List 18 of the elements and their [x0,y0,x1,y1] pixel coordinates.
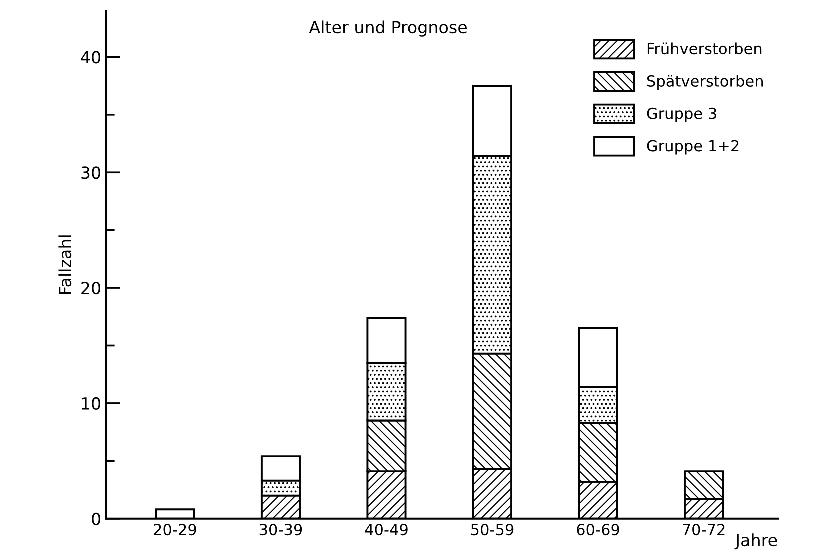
y-tick-label: 40 [81,51,100,64]
x-tick-label: 70-72 [683,524,725,536]
x-axis-title: Jahre [734,534,778,550]
legend-label: Frühverstorben [648,42,762,55]
legend-label: Spätverstorben [647,75,763,90]
x-tick-label: 60-69 [577,524,620,536]
y-tick-label: 0 [92,512,100,526]
y-tick-label: 30 [82,166,100,180]
legend-label: Gruppe 1+2 [647,140,739,155]
x-tick-label: 20-29 [154,524,196,536]
legend-label: Gruppe 3 [647,108,716,122]
y-axis-title: Fallzahl [58,236,72,294]
y-tick-label: 10 [82,397,100,410]
y-tick-label: 20 [82,282,100,295]
x-tick-label: 30-39 [260,524,302,536]
x-tick-label: 50-59 [471,524,514,536]
x-tick-label: 40-49 [365,524,408,536]
text: Alter und Prognose [309,20,467,37]
